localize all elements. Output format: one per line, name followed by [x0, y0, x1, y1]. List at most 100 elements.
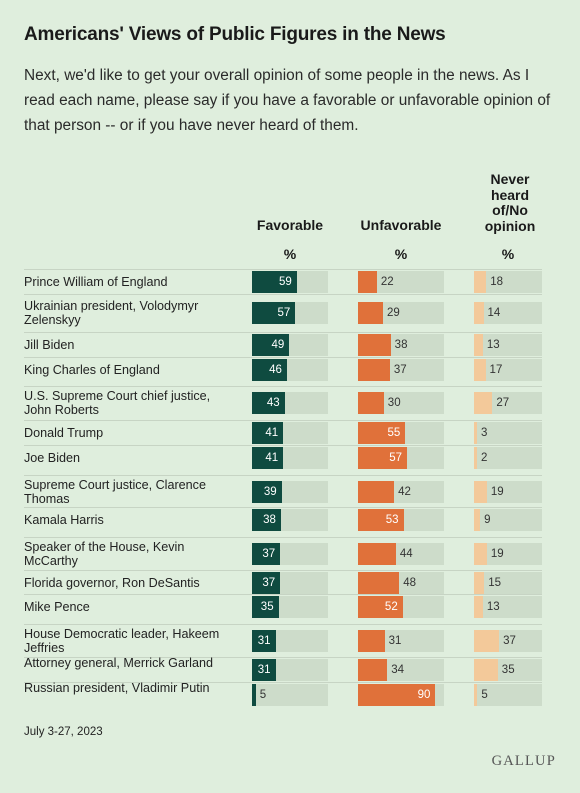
- bar-value-label: 49: [271, 339, 285, 351]
- bar-never: [474, 509, 481, 531]
- bar-unfavorable: [358, 596, 403, 618]
- bar-value-label: 2: [481, 452, 488, 464]
- column-header-favorable: Favorable: [256, 217, 324, 233]
- row-label: House Democratic leader, Hakeem Jeffries: [24, 627, 220, 655]
- bar-value-label: 52: [384, 601, 398, 613]
- bar-track-never: 37: [474, 630, 542, 652]
- bar-unfavorable: [358, 659, 388, 681]
- bar-track-never: 35: [474, 659, 542, 681]
- bar-value-label: 37: [393, 364, 407, 376]
- row-label: Kamala Harris: [24, 513, 104, 527]
- bar-favorable: [252, 630, 276, 652]
- bar-value-label: 34: [391, 664, 405, 676]
- bar-track-favorable: 49: [252, 334, 328, 356]
- bar-track-favorable: 5: [252, 684, 328, 706]
- row-label: Prince William of England: [24, 275, 168, 289]
- column-header-never-heard: Never heard of/No opinion: [484, 171, 536, 234]
- bar-unfavorable: [358, 422, 406, 444]
- row-label: Donald Trump: [24, 426, 104, 440]
- bar-never: [474, 271, 487, 293]
- bar-track-favorable: 43: [252, 392, 328, 414]
- bar-value-label: 35: [501, 664, 515, 676]
- bar-value-label: 9: [484, 514, 491, 526]
- bar-track-unfavorable: 53: [358, 509, 444, 531]
- bar-value-label: 39: [263, 486, 277, 498]
- bar-never: [474, 630, 500, 652]
- row-divider: [24, 594, 542, 595]
- bar-never: [474, 684, 478, 706]
- bar-value-label: 59: [279, 276, 292, 288]
- row-label: Ukrainian president, Volodymyr Zelenskyy: [24, 299, 199, 327]
- bar-track-unfavorable: 48: [358, 572, 444, 594]
- bar-unfavorable: [358, 684, 436, 706]
- bar-favorable: [252, 359, 287, 381]
- bar-track-never: 18: [474, 271, 542, 293]
- bar-value-label: 22: [380, 276, 394, 288]
- bar-unfavorable: [358, 302, 383, 324]
- bar-track-never: 15: [474, 572, 542, 594]
- bar-favorable: [252, 422, 284, 444]
- bar-never: [474, 302, 484, 324]
- bar-track-favorable: 39: [252, 481, 328, 503]
- bar-value-label: 38: [263, 514, 276, 526]
- column-header-unfavorable: Unfavorable: [360, 217, 442, 233]
- bar-unfavorable: [358, 359, 390, 381]
- row-divider: [24, 682, 542, 683]
- bar-favorable: [252, 543, 281, 565]
- bar-track-never: 19: [474, 543, 542, 565]
- bar-track-unfavorable: 90: [358, 684, 444, 706]
- bar-track-unfavorable: 29: [358, 302, 444, 324]
- bar-value-label: 5: [481, 689, 488, 701]
- bar-unfavorable: [358, 572, 400, 594]
- bar-track-favorable: 31: [252, 630, 328, 652]
- row-divider: [24, 294, 542, 295]
- bar-value-label: 37: [503, 635, 516, 647]
- bar-value-label: 57: [389, 452, 403, 464]
- bar-track-favorable: 41: [252, 447, 328, 469]
- row-label: Mike Pence: [24, 600, 90, 614]
- bar-value-label: 41: [265, 452, 279, 464]
- bar-track-unfavorable: 30: [358, 392, 444, 414]
- bar-never: [474, 334, 483, 356]
- bar-value-label: 5: [259, 689, 267, 701]
- bar-value-label: 19: [490, 548, 504, 560]
- row-label: U.S. Supreme Court chief justice, John R…: [24, 389, 211, 417]
- row-label: Russian president, Vladimir Putin: [24, 681, 210, 695]
- bar-favorable: [252, 302, 296, 324]
- bar-track-never: 14: [474, 302, 542, 324]
- row-divider: [24, 445, 542, 446]
- bar-value-label: 30: [387, 397, 401, 409]
- bar-never: [474, 543, 487, 565]
- bar-unfavorable: [358, 630, 385, 652]
- bar-track-never: 3: [474, 422, 542, 444]
- bar-track-never: 27: [474, 392, 542, 414]
- bar-track-never: 13: [474, 596, 542, 618]
- bar-track-unfavorable: 38: [358, 334, 444, 356]
- bar-value-label: 31: [257, 635, 271, 647]
- bar-track-unfavorable: 57: [358, 447, 444, 469]
- bar-value-label: 35: [260, 601, 274, 613]
- bar-unfavorable: [358, 334, 391, 356]
- bar-favorable: [252, 447, 284, 469]
- bar-favorable: [252, 659, 276, 681]
- bar-value-label: 53: [385, 514, 399, 526]
- row-divider: [24, 475, 542, 476]
- bar-value-label: 29: [386, 307, 400, 319]
- bar-track-favorable: 37: [252, 572, 328, 594]
- bar-value-label: 17: [489, 364, 503, 376]
- row-divider: [24, 332, 542, 333]
- row-label: Jill Biden: [24, 338, 75, 352]
- row-divider: [24, 269, 542, 270]
- bar-track-unfavorable: 22: [358, 271, 444, 293]
- row-divider: [24, 537, 542, 538]
- row-label: Joe Biden: [24, 451, 81, 465]
- bar-value-label: 31: [388, 635, 402, 647]
- row-label: Speaker of the House, Kevin McCarthy: [24, 540, 185, 568]
- bar-value-label: 31: [257, 664, 271, 676]
- bar-value-label: 43: [266, 397, 280, 409]
- bar-unfavorable: [358, 271, 377, 293]
- bar-value-label: 48: [403, 577, 417, 589]
- row-divider: [24, 386, 542, 387]
- bar-never: [474, 659, 498, 681]
- chart-subtitle: Next, we'd like to get your overall opin…: [24, 67, 551, 134]
